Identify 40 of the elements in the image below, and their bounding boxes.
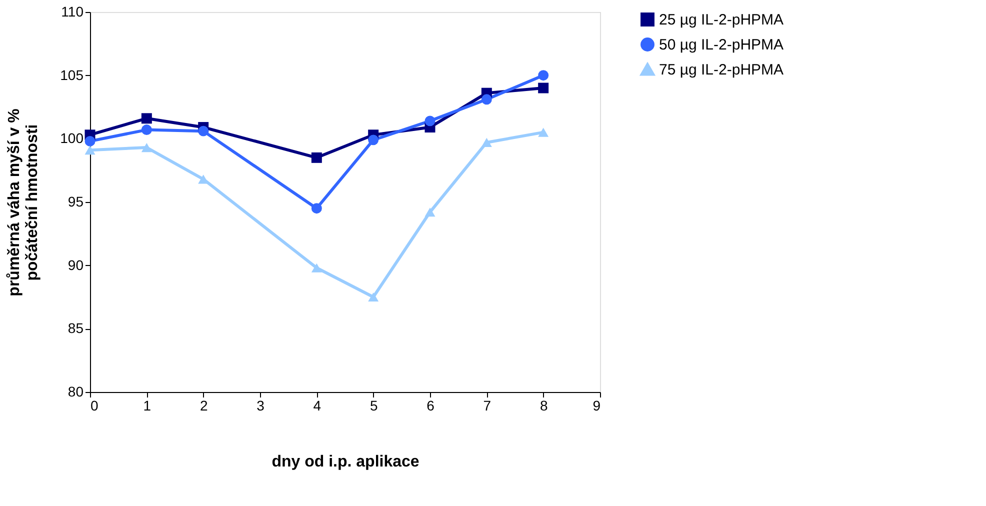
point [141,142,152,152]
point [368,134,379,146]
point [368,292,379,302]
x-tick-label: 2 [200,398,208,414]
point [198,126,209,136]
x-tick-label: 0 [90,398,98,414]
y-tick-label: 100 [60,130,84,146]
point [424,208,436,217]
y-tick-label: 85 [68,320,84,336]
point [311,263,322,272]
point [311,203,322,214]
point [84,136,96,146]
y-tick-label: 80 [68,384,84,400]
point [141,124,152,136]
y-tick-label: 110 [61,4,84,20]
point [538,82,549,94]
x-tick-label: 1 [143,398,152,414]
point [311,152,322,163]
x-tick-label: 6 [426,398,435,414]
x-axis-title: dny od i.p. aplikace [272,454,420,470]
legend-label: 75 µg IL-2-pHPMA [659,62,784,78]
point [141,113,152,124]
x-tick-label: 3 [256,398,265,414]
x-tick-label: 5 [370,398,378,414]
x-tick-label: 9 [592,398,601,414]
legend-label: 25 µg IL-2-pHPMA [659,12,784,28]
y-axis-title: průměrná váha myší v % počáteční hmotnosti [6,108,42,296]
x-tick-label: 7 [483,398,492,414]
legend-label: 50 µg IL-2-pHPMA [659,36,784,54]
point [481,94,492,105]
point [481,138,492,148]
x-tick-label: 8 [540,398,548,414]
y-tick-label: 90 [68,256,84,273]
point [84,146,96,155]
x-tick-label: 4 [313,398,322,414]
point [538,70,549,81]
point [424,116,436,126]
point [538,128,549,137]
y-tick-label: 95 [68,194,84,210]
y-tick-label: 105 [60,66,84,83]
